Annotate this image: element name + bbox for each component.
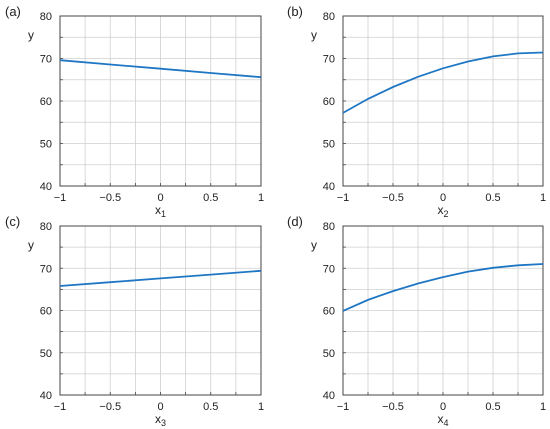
panel-a-xlabel-subscript: 1 <box>161 209 166 219</box>
panel-c-xlabel: x3 <box>155 412 166 428</box>
panel-b-ytick-label: 60 <box>323 96 335 108</box>
panel-label-d: (d) <box>287 214 303 229</box>
panel-c-xtick-label: 0.5 <box>203 401 218 413</box>
panel-label-a: (a) <box>5 4 21 19</box>
panel-d-xtick-label: −0.5 <box>382 401 404 413</box>
panel-b-ytick-label: 40 <box>323 181 335 193</box>
panel-d-xtick-label: 0 <box>440 401 446 413</box>
panel-a-curve <box>59 59 262 79</box>
panel-b-xtick-label: 1 <box>540 192 546 204</box>
panel-c-ylabel: y <box>28 238 34 252</box>
panel-b-xtick-label: 0.5 <box>485 192 500 204</box>
panel-b-xtick-label: 0 <box>440 192 446 204</box>
panel-b-xlabel: x2 <box>437 203 448 219</box>
panel-label-c: (c) <box>5 214 21 229</box>
panel-a-ytick-label: 80 <box>40 11 52 23</box>
panel-b-ytick-label: 50 <box>323 139 335 151</box>
panel-a-xtick-label: −1 <box>54 192 67 204</box>
panel-c-xtick-label: −1 <box>54 401 67 413</box>
panel-d-xtick-label: 0.5 <box>485 401 500 413</box>
panel-d-ylabel: y <box>311 238 317 252</box>
panel-b-curve <box>342 51 544 114</box>
panel-a-frame <box>59 15 262 187</box>
panel-a-xtick-label: 1 <box>258 192 264 204</box>
panel-c-ytick-label: 80 <box>40 221 52 233</box>
panel-c-xtick-label: 0 <box>157 401 163 413</box>
panel-d-ytick-label: 70 <box>323 263 335 275</box>
panel-a-xtick-label: 0.5 <box>203 192 218 204</box>
panel-d-ytick-label: 40 <box>323 390 335 402</box>
panel-b-xlabel-subscript: 2 <box>443 209 448 219</box>
panel-c-frame <box>59 225 262 396</box>
panel-b-xtick-label: −0.5 <box>382 192 404 204</box>
panel-a-ytick-label: 70 <box>40 54 52 66</box>
panel-b-frame <box>342 15 544 187</box>
panel-d-ytick-label: 80 <box>323 221 335 233</box>
panel-a-ytick-label: 50 <box>40 139 52 151</box>
panel-b-ytick-label: 80 <box>323 11 335 23</box>
panel-c-ytick-label: 60 <box>40 306 52 318</box>
panel-a-ytick-label: 60 <box>40 96 52 108</box>
panel-b-ylabel: y <box>311 28 317 42</box>
panel-a-xlabel: x1 <box>155 203 166 219</box>
panel-c-xlabel-subscript: 3 <box>161 418 166 428</box>
panel-c-ytick-label: 70 <box>40 263 52 275</box>
panel-d-ytick-label: 60 <box>323 306 335 318</box>
panel-d-curve <box>342 263 544 312</box>
panel-a-xtick-label: −0.5 <box>99 192 121 204</box>
panel-d-xlabel-subscript: 4 <box>443 418 448 428</box>
panel-d-xtick-label: −1 <box>337 401 350 413</box>
panel-d-xlabel: x4 <box>437 412 448 428</box>
panel-c-xtick-label: −0.5 <box>99 401 121 413</box>
panel-c-ytick-label: 50 <box>40 348 52 360</box>
panel-a-ytick-label: 40 <box>40 181 52 193</box>
panel-b-xtick-label: −1 <box>337 192 350 204</box>
panel-c-curve <box>59 269 262 287</box>
panel-a-ylabel: y <box>28 28 34 42</box>
panel-a-xtick-label: 0 <box>157 192 163 204</box>
panel-c-xtick-label: 1 <box>258 401 264 413</box>
panel-d-xtick-label: 1 <box>540 401 546 413</box>
panel-b-ytick-label: 70 <box>323 54 335 66</box>
panel-c-ytick-label: 40 <box>40 390 52 402</box>
panel-d-ytick-label: 50 <box>323 348 335 360</box>
panel-label-b: (b) <box>287 4 303 19</box>
